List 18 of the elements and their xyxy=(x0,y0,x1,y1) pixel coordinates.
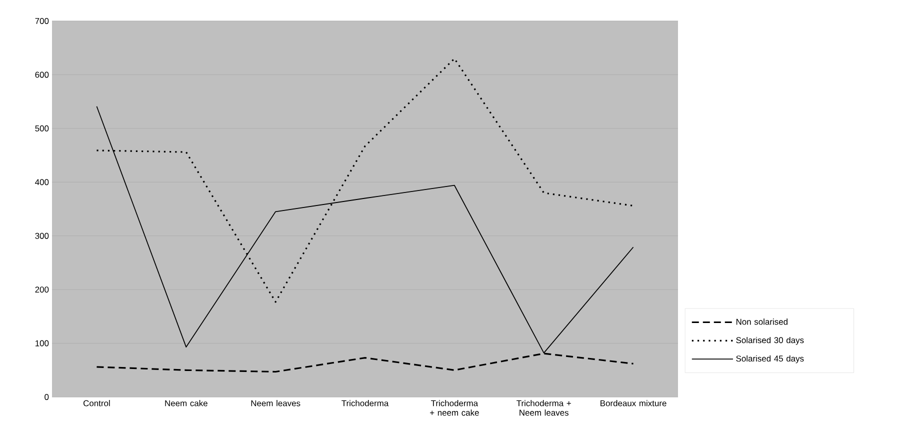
y-tick-label: 0 xyxy=(44,394,49,400)
x-tick-label: Bordeaux mixture xyxy=(600,400,666,406)
legend-label: Solarised 30 days xyxy=(736,336,804,345)
x-tick-label: Trichoderma + neem cake xyxy=(430,400,479,416)
y-tick-label: 100 xyxy=(35,340,49,346)
x-tick-label: Trichoderma + Neem leaves xyxy=(516,400,571,416)
y-tick-label: 700 xyxy=(35,18,49,24)
x-tick-label: Neem leaves xyxy=(251,400,300,406)
y-tick-label: 300 xyxy=(35,232,49,239)
legend-label: Non solarised xyxy=(736,318,788,325)
y-tick-label: 200 xyxy=(35,286,49,293)
x-tick-label: Neem cake xyxy=(165,400,208,406)
x-tick-label: Control xyxy=(84,400,110,406)
legend-label: Solarised 45 days xyxy=(736,355,804,364)
x-tick-label: Trichoderma xyxy=(342,400,389,406)
y-tick-label: 400 xyxy=(35,179,49,186)
y-tick-label: 500 xyxy=(35,125,49,132)
y-tick-label: 600 xyxy=(35,72,49,78)
